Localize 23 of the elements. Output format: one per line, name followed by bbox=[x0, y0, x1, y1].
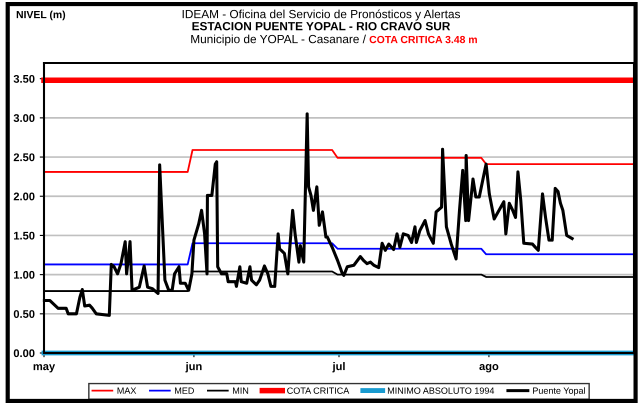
y-tick-label: 3.00 bbox=[14, 114, 35, 122]
x-tick-label: ago bbox=[479, 364, 498, 372]
y-tick-label: 0.00 bbox=[14, 349, 35, 358]
x-tick-label: jun bbox=[185, 362, 202, 372]
legend-label: MED bbox=[175, 388, 194, 394]
y-axis-title: NIVEL (m) bbox=[16, 10, 66, 20]
y-tick-label: 2.00 bbox=[14, 192, 35, 200]
x-tick-label: may bbox=[34, 364, 56, 372]
y-tick-label: 3.50 bbox=[14, 74, 35, 83]
y-tick-label: 1.00 bbox=[14, 270, 35, 279]
legend-label: COTA CRITICA bbox=[287, 387, 350, 394]
legend-label: MINIMO ABSOLUTO 1994 bbox=[388, 387, 494, 394]
legend-label: Puente Yopal bbox=[533, 387, 585, 396]
text: COTA CRITICA 3.48 m bbox=[370, 36, 477, 44]
y-tick-label: 2.50 bbox=[14, 153, 35, 162]
legend-label: MIN bbox=[233, 388, 248, 394]
chart-subtitle: ESTACION PUENTE YOPAL - RIO CRAVO SUR bbox=[192, 22, 450, 30]
legend-label: MAX bbox=[118, 388, 136, 394]
text: Municipio de YOPAL - Casanare / bbox=[191, 34, 366, 46]
chart-title: IDEAM - Oficina del Servicio de Pronósticos y Alertas bbox=[182, 9, 460, 21]
x-tick-label: jul bbox=[332, 362, 345, 372]
y-tick-label: 0.50 bbox=[14, 310, 35, 318]
y-tick-label: 1.50 bbox=[14, 232, 35, 240]
